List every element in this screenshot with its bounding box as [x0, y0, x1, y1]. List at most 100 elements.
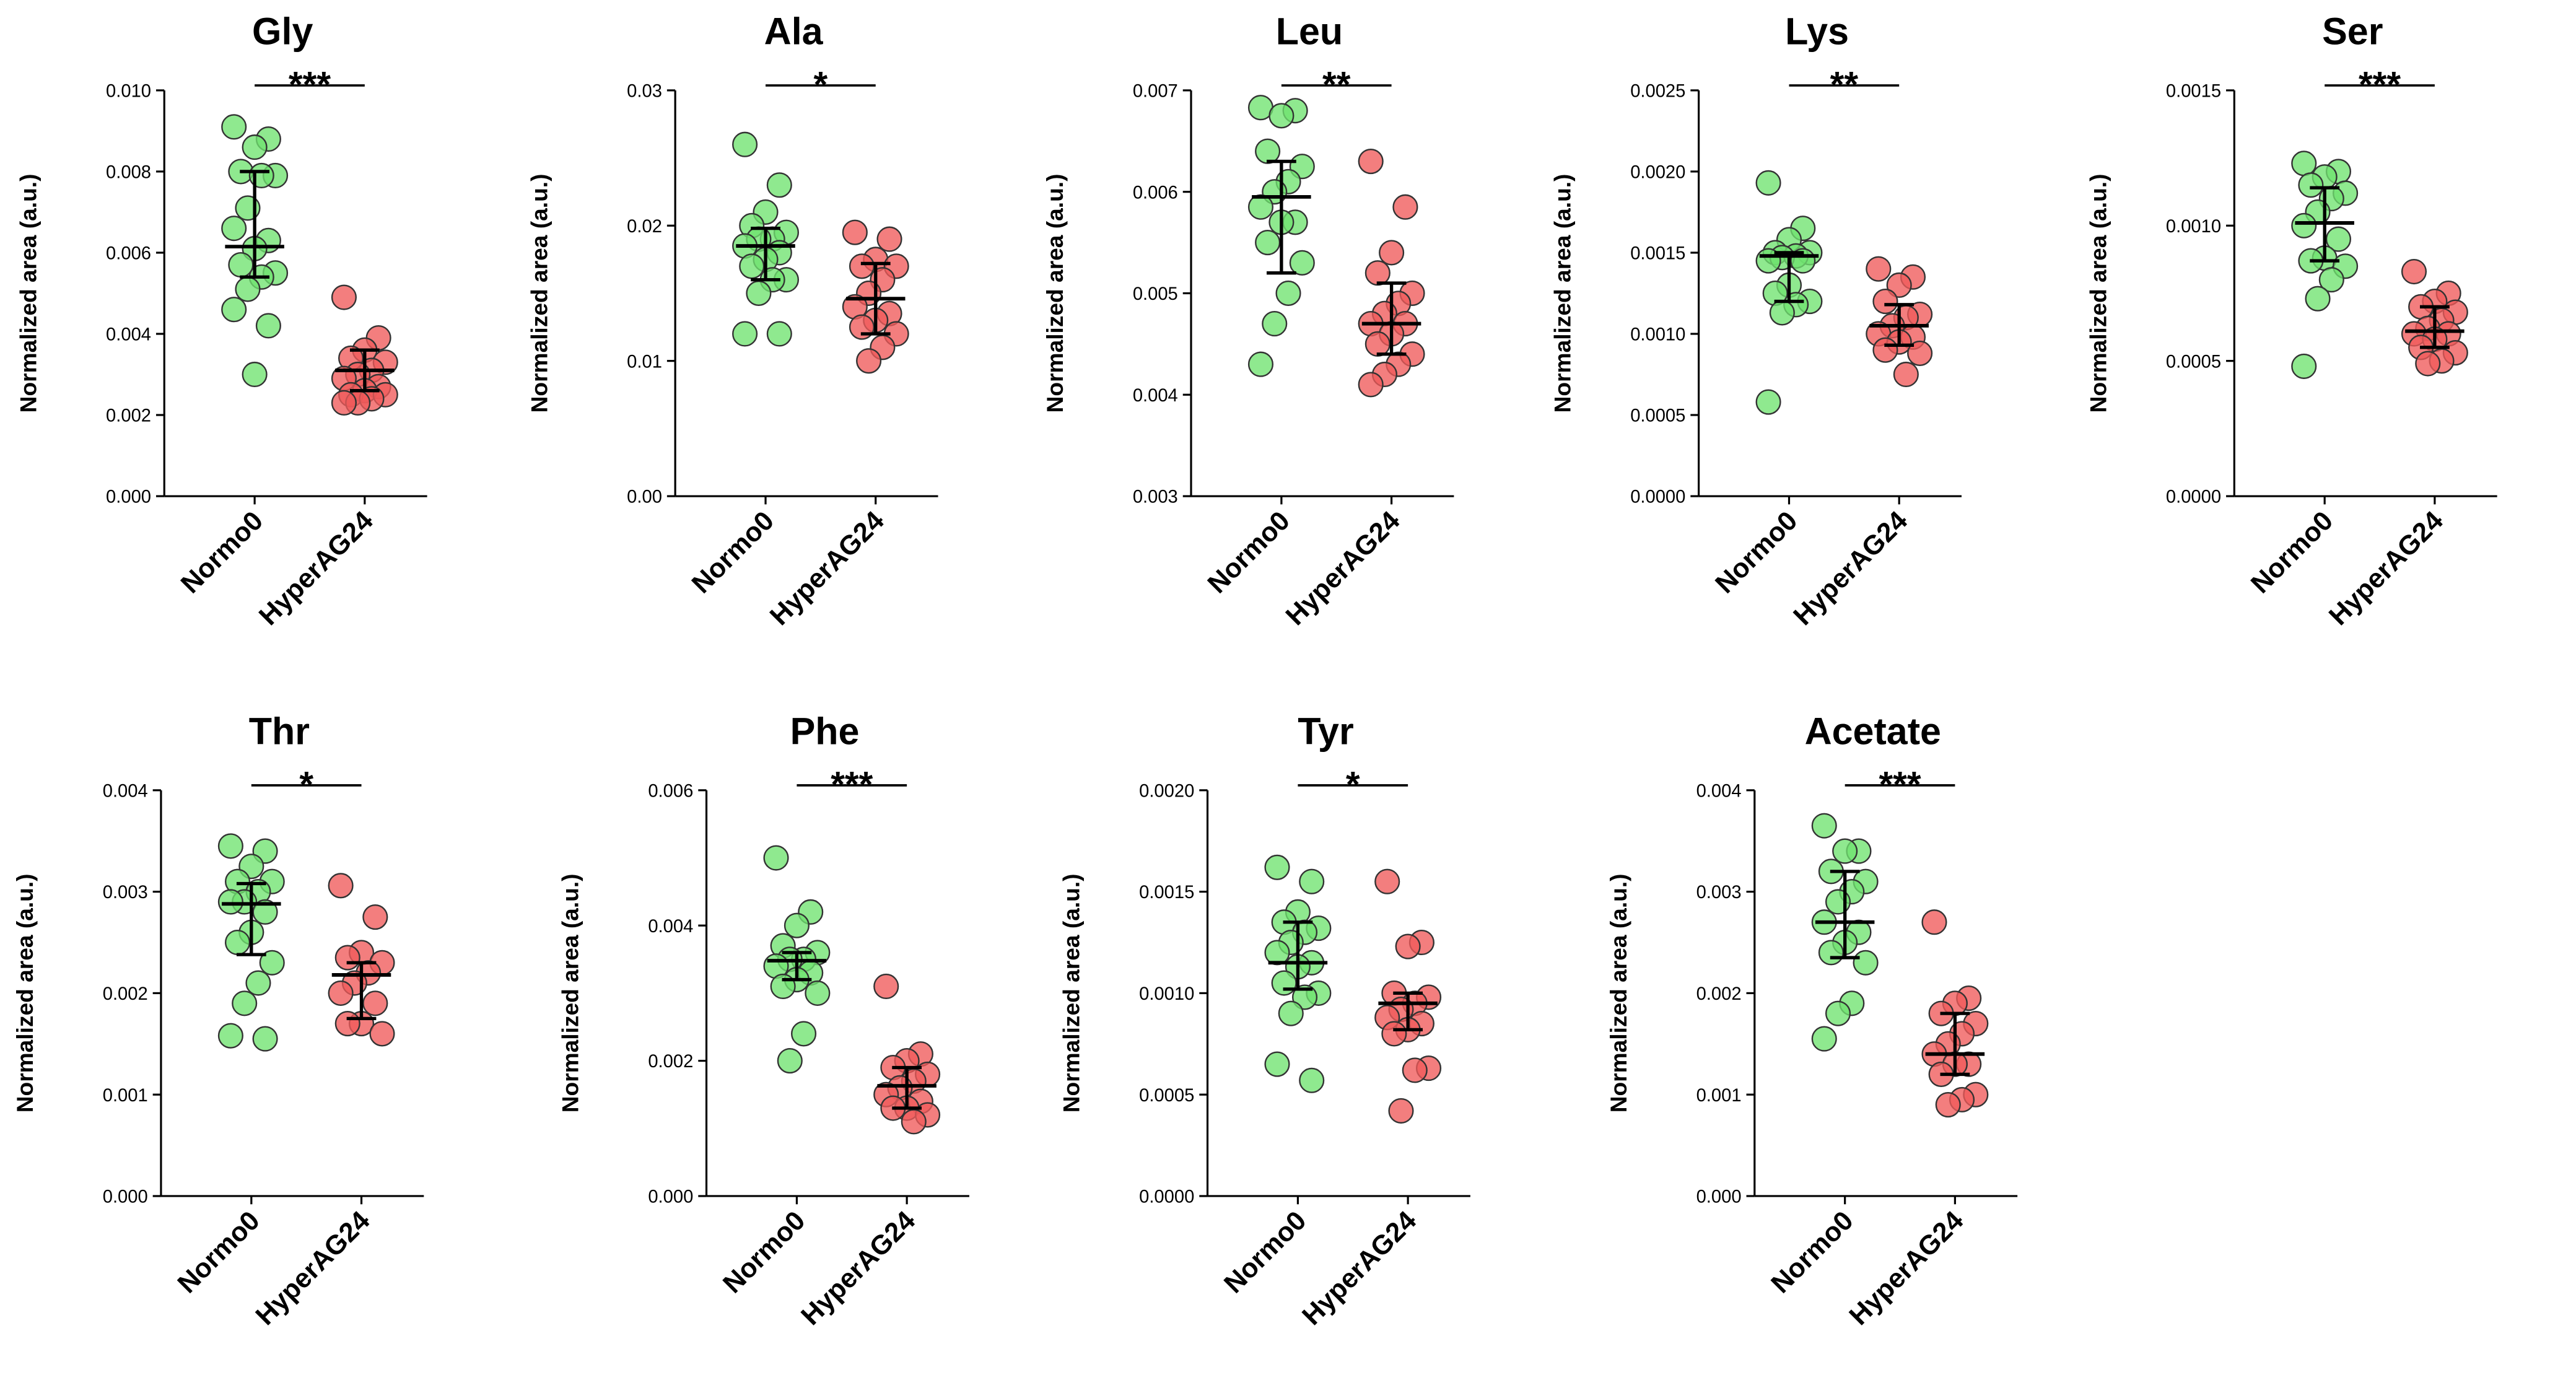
data-point [217, 1023, 243, 1049]
y-tick-label: 0.000 [103, 1187, 148, 1207]
data-point [732, 321, 758, 347]
y-tick-label: 0.0000 [1139, 1187, 1194, 1207]
y-axis-label: Normalized area (a.u.) [15, 174, 41, 413]
data-point [245, 970, 271, 996]
data-point [1264, 1051, 1290, 1077]
x-tick-label: HyperAG24 [1280, 505, 1406, 631]
y-tick-label: 0.004 [1133, 386, 1178, 406]
data-point [1289, 250, 1315, 276]
x-tick-label: HyperAG24 [2323, 505, 2450, 631]
panel: Ser Normalized area (a.u.) 0.0000 0.0005 0.0… [2085, 11, 2497, 631]
data-point [221, 216, 247, 242]
data-point [777, 1048, 803, 1074]
panel: Acetate Normalized area (a.u.) 0.000 0.001 0… [1605, 710, 2018, 1331]
chart-title: Ser [2322, 11, 2383, 53]
significance-label: *** [2359, 64, 2401, 105]
y-tick-label: 0.005 [1133, 284, 1178, 304]
data-point [1275, 280, 1301, 307]
y-axis-label: Normalized area (a.u.) [1550, 174, 1576, 413]
x-tick-label: Normo0 [1218, 1205, 1312, 1300]
data-point [1402, 1057, 1428, 1083]
data-point [1893, 361, 1919, 388]
significance-label: * [814, 64, 828, 105]
y-tick-label: 0.003 [1133, 487, 1178, 507]
data-point [2291, 151, 2317, 177]
chart-title: Acetate [1805, 710, 1941, 753]
y-tick-label: 0.0015 [2166, 81, 2221, 101]
data-point [242, 361, 268, 388]
x-tick-label: Normo0 [1709, 505, 1804, 600]
y-tick-label: 0.003 [1696, 883, 1742, 902]
data-point [1811, 1026, 1837, 1052]
data-point [732, 131, 758, 157]
data-point [849, 253, 875, 279]
panel: Tyr Normalized area (a.u.) 0.0000 0.0005 0.0… [1059, 710, 1470, 1331]
x-tick-label: Normo0 [717, 1205, 811, 1300]
data-point [232, 990, 258, 1016]
significance-label: * [1346, 764, 1360, 805]
data-point [1374, 868, 1400, 894]
data-point [791, 1021, 817, 1047]
x-tick-label: Normo0 [175, 505, 269, 600]
y-tick-label: 0.00 [627, 487, 662, 507]
data-point [1755, 170, 1781, 196]
data-point [2291, 353, 2317, 379]
x-tick-label: Normo0 [1202, 505, 1296, 600]
y-axis-label: Normalized area (a.u.) [526, 174, 552, 413]
data-point [2325, 226, 2352, 252]
data-point [873, 973, 899, 1000]
data-point [1755, 389, 1781, 415]
y-tick-label: 0.001 [103, 1086, 148, 1106]
data-point [369, 1021, 395, 1047]
y-tick-label: 0.004 [648, 917, 693, 937]
data-point [1825, 1000, 1851, 1026]
data-point [1262, 311, 1288, 337]
data-point [228, 252, 254, 278]
chart-title: Thr [249, 710, 310, 753]
data-point [1278, 1000, 1304, 1026]
data-point [1935, 1092, 1961, 1118]
data-point [2298, 172, 2324, 198]
chart-title: Gly [252, 11, 313, 53]
data-point [766, 321, 792, 347]
x-tick-label: HyperAG24 [1296, 1205, 1423, 1331]
data-point [2318, 267, 2344, 293]
significance-label: *** [831, 764, 873, 805]
data-point [739, 253, 765, 279]
data-point [217, 833, 243, 859]
chart-title: Lys [1785, 11, 1849, 53]
data-point [1299, 868, 1325, 894]
data-point [362, 904, 388, 930]
data-point [2305, 286, 2331, 312]
y-tick-label: 0.006 [648, 781, 693, 801]
data-point [1392, 194, 1418, 220]
data-point [235, 276, 261, 302]
data-point [856, 348, 882, 374]
data-point [1811, 813, 1837, 839]
data-point [1299, 1067, 1325, 1093]
x-tick-label: Normo0 [172, 1205, 266, 1300]
data-point [255, 313, 281, 339]
y-tick-label: 0.004 [103, 781, 148, 801]
y-tick-label: 0.01 [627, 352, 662, 372]
y-tick-label: 0.0020 [1139, 781, 1194, 801]
data-point [1395, 933, 1421, 959]
data-point [2291, 212, 2317, 238]
significance-label: ** [1830, 64, 1859, 105]
y-tick-label: 0.0005 [2166, 352, 2221, 372]
y-tick-label: 0.0010 [2166, 217, 2221, 237]
data-point [1364, 331, 1391, 357]
y-tick-label: 0.002 [106, 406, 151, 426]
y-axis-label: Normalized area (a.u.) [2085, 174, 2111, 413]
y-tick-label: 0.004 [1696, 781, 1742, 801]
data-point [221, 297, 247, 323]
data-point [334, 945, 360, 971]
y-tick-label: 0.000 [106, 487, 151, 507]
x-tick-label: HyperAG24 [1843, 1205, 1970, 1331]
data-point [242, 134, 268, 160]
data-point [1247, 351, 1274, 377]
data-point [1886, 272, 1912, 298]
x-tick-label: HyperAG24 [1788, 505, 1914, 631]
y-axis-label: Normalized area (a.u.) [557, 873, 583, 1112]
data-point [259, 950, 285, 976]
